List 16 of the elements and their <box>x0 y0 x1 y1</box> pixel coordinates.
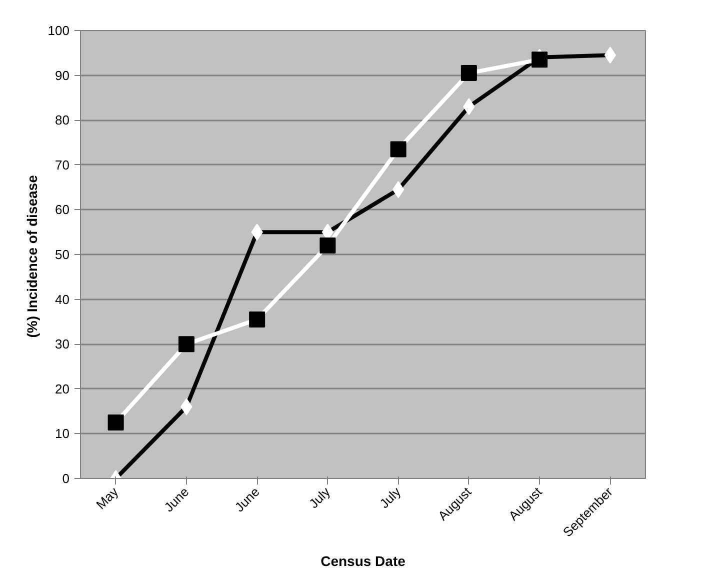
y-axis-title: (%) Incidence of disease <box>24 174 40 338</box>
y-tick-label: 10 <box>55 426 70 442</box>
y-tick-label: 50 <box>55 247 70 262</box>
y-tick-label: 30 <box>55 336 70 352</box>
y-tick-label: 70 <box>55 157 70 172</box>
y-tick-label: 20 <box>55 381 70 396</box>
y-tick-label: 100 <box>48 23 70 38</box>
y-tick-label: 0 <box>62 471 70 486</box>
y-tick-label: 80 <box>55 112 70 128</box>
y-tick-label: 60 <box>55 202 70 218</box>
x-tick-label: July <box>306 484 334 512</box>
x-tick-label: May <box>93 484 122 512</box>
x-axis-title: Census Date <box>320 553 406 570</box>
y-tick-label: 90 <box>55 68 70 83</box>
x-tick-label: July <box>376 484 404 512</box>
y-tick-label: 40 <box>55 292 70 307</box>
